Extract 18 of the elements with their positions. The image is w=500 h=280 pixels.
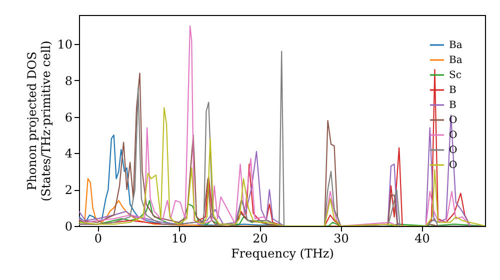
y-tick-label: 2	[64, 183, 72, 198]
x-tick-label: 0	[94, 232, 102, 246]
legend-label: B	[449, 100, 456, 111]
x-tick-label: 20	[252, 232, 268, 246]
y-tick-label: 4	[64, 146, 73, 161]
y-tick-label: 0	[64, 220, 72, 234]
legend-label: Sc	[449, 70, 462, 81]
x-tick-label: 10	[172, 232, 187, 246]
legend-label: Ba	[449, 55, 462, 66]
y-tick-label: 6	[64, 110, 72, 124]
y-tick-label: 8	[64, 74, 72, 88]
x-tick-label: 40	[414, 232, 430, 246]
legend-label: B	[449, 85, 456, 96]
legend-label: Ba	[449, 40, 462, 51]
y-tick-label: 10	[57, 38, 72, 52]
y-axis-title: Phonon projected DOS (States/THz·primitive cell)	[25, 40, 54, 202]
x-axis-title: Frequency (THz)	[231, 246, 334, 260]
x-tick-label: 30	[334, 232, 349, 246]
